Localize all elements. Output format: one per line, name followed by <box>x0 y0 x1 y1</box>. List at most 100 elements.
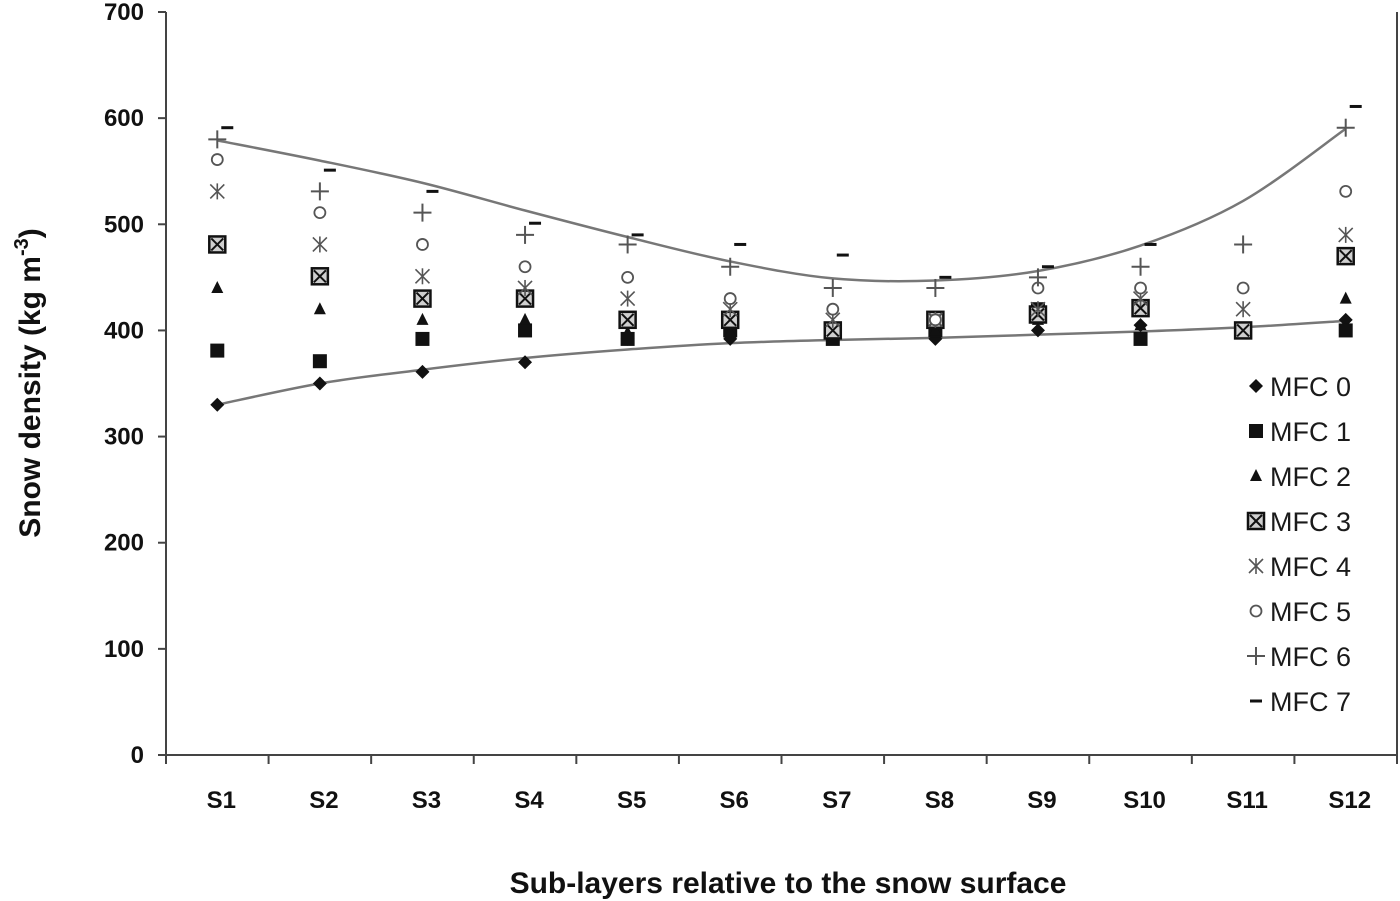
series-mfc-4 <box>209 183 1354 328</box>
legend-marker <box>1247 647 1265 665</box>
data-point <box>519 312 532 325</box>
y-axis-title: Snow density (kg m-3) <box>11 228 47 538</box>
circle-marker <box>826 302 840 316</box>
circle-marker <box>1134 281 1147 295</box>
series-mfc-6 <box>208 118 1355 297</box>
x-tick-label: S6 <box>720 787 749 814</box>
y-tick-label: 500 <box>104 211 144 238</box>
data-point <box>1030 301 1046 318</box>
data-point <box>723 292 737 305</box>
data-point <box>312 236 328 253</box>
legend-item: MFC 4 <box>1248 552 1351 582</box>
circle-marker <box>621 270 635 284</box>
triangle-marker <box>724 325 737 338</box>
legend-marker <box>1249 424 1263 438</box>
y-tick-label: 0 <box>131 742 144 769</box>
data-point <box>518 355 533 370</box>
series-mfc-7 <box>221 104 1362 279</box>
boxed-x-stroke <box>1339 249 1353 263</box>
data-point <box>209 183 225 200</box>
data-point <box>1338 323 1353 338</box>
boxed-x-stroke <box>723 313 737 327</box>
data-point <box>210 397 225 412</box>
legend-item: MFC 2 <box>1250 462 1351 492</box>
boxed-x-stroke <box>210 237 224 252</box>
y-tick-label: 200 <box>104 530 144 557</box>
data-point <box>415 364 430 379</box>
diamond-marker <box>415 364 430 379</box>
data-point <box>414 268 431 285</box>
trend-line <box>217 319 1346 406</box>
triangle-marker <box>211 280 224 293</box>
circle-marker <box>1236 281 1250 295</box>
boxed-x-stroke <box>620 313 635 327</box>
circle-marker <box>1249 604 1263 618</box>
legend-label: MFC 2 <box>1270 462 1351 492</box>
legend-label: MFC 6 <box>1270 642 1351 672</box>
triangle-marker <box>313 302 326 315</box>
x-tick-label: S12 <box>1328 787 1371 814</box>
series-mfc-3 <box>208 235 1355 340</box>
triangle-marker <box>929 323 942 336</box>
triangle-marker <box>1339 291 1352 304</box>
circle-marker <box>210 153 224 166</box>
legend-item: MFC 5 <box>1249 597 1351 627</box>
square-marker <box>1338 323 1353 338</box>
plot-frame <box>165 12 1398 756</box>
data-point <box>1131 257 1150 276</box>
x-tick-label: S9 <box>1027 787 1056 814</box>
x-tick-label: S4 <box>514 787 544 814</box>
data-point <box>310 267 330 286</box>
data-point <box>721 257 740 276</box>
data-point <box>620 290 636 307</box>
legend-marker <box>1248 558 1264 574</box>
circle-marker <box>1339 184 1353 198</box>
x-axis-ticks: S1 S2 S3 S4 S5 S6 S7 S8 S9 S10 S11 S12 <box>165 755 1398 814</box>
data-point <box>724 325 737 338</box>
data-point <box>413 203 432 222</box>
circle-marker <box>928 313 942 327</box>
data-point <box>720 310 740 330</box>
y-tick-label: 700 <box>104 0 144 26</box>
triangle-marker <box>416 312 429 325</box>
data-point <box>1339 184 1353 198</box>
data-point <box>211 280 224 293</box>
data-point <box>516 225 535 244</box>
legend-item: MFC 1 <box>1249 417 1351 447</box>
data-point <box>310 182 329 201</box>
x-tick-label: S8 <box>925 787 954 814</box>
diamond-marker <box>1030 323 1045 338</box>
data-point <box>517 279 533 296</box>
legend-label: MFC 7 <box>1270 687 1351 717</box>
boxed-x-stroke <box>1236 323 1250 338</box>
data-point <box>1338 226 1354 243</box>
data-point <box>313 302 326 315</box>
y-axis-ticks: 0 100 200 300 400 500 600 700 <box>104 0 166 769</box>
square-marker <box>210 343 225 358</box>
data-point <box>518 323 533 338</box>
diamond-marker <box>210 397 225 412</box>
trend-lines <box>217 127 1347 406</box>
circle-marker <box>723 292 737 305</box>
data-point <box>1030 323 1045 338</box>
legend-label: MFC 0 <box>1270 372 1351 402</box>
boxed-x-stroke <box>1249 514 1263 528</box>
data-point <box>1338 312 1353 327</box>
data-point <box>312 376 327 391</box>
legend-label: MFC 1 <box>1270 417 1351 447</box>
data-point <box>1133 331 1148 346</box>
series-mfc-0 <box>210 312 1353 412</box>
data-point <box>208 235 227 254</box>
data-point <box>1233 321 1253 340</box>
legend-label: MFC 4 <box>1270 552 1351 582</box>
data-point <box>928 313 942 327</box>
x-tick-label: S5 <box>617 787 646 814</box>
data-point <box>312 354 327 369</box>
data-point <box>1236 281 1250 295</box>
data-point <box>210 153 224 166</box>
boxed-x-stroke <box>826 323 840 338</box>
data-point <box>210 343 225 358</box>
triangle-marker <box>519 312 532 325</box>
square-marker <box>1249 424 1263 438</box>
